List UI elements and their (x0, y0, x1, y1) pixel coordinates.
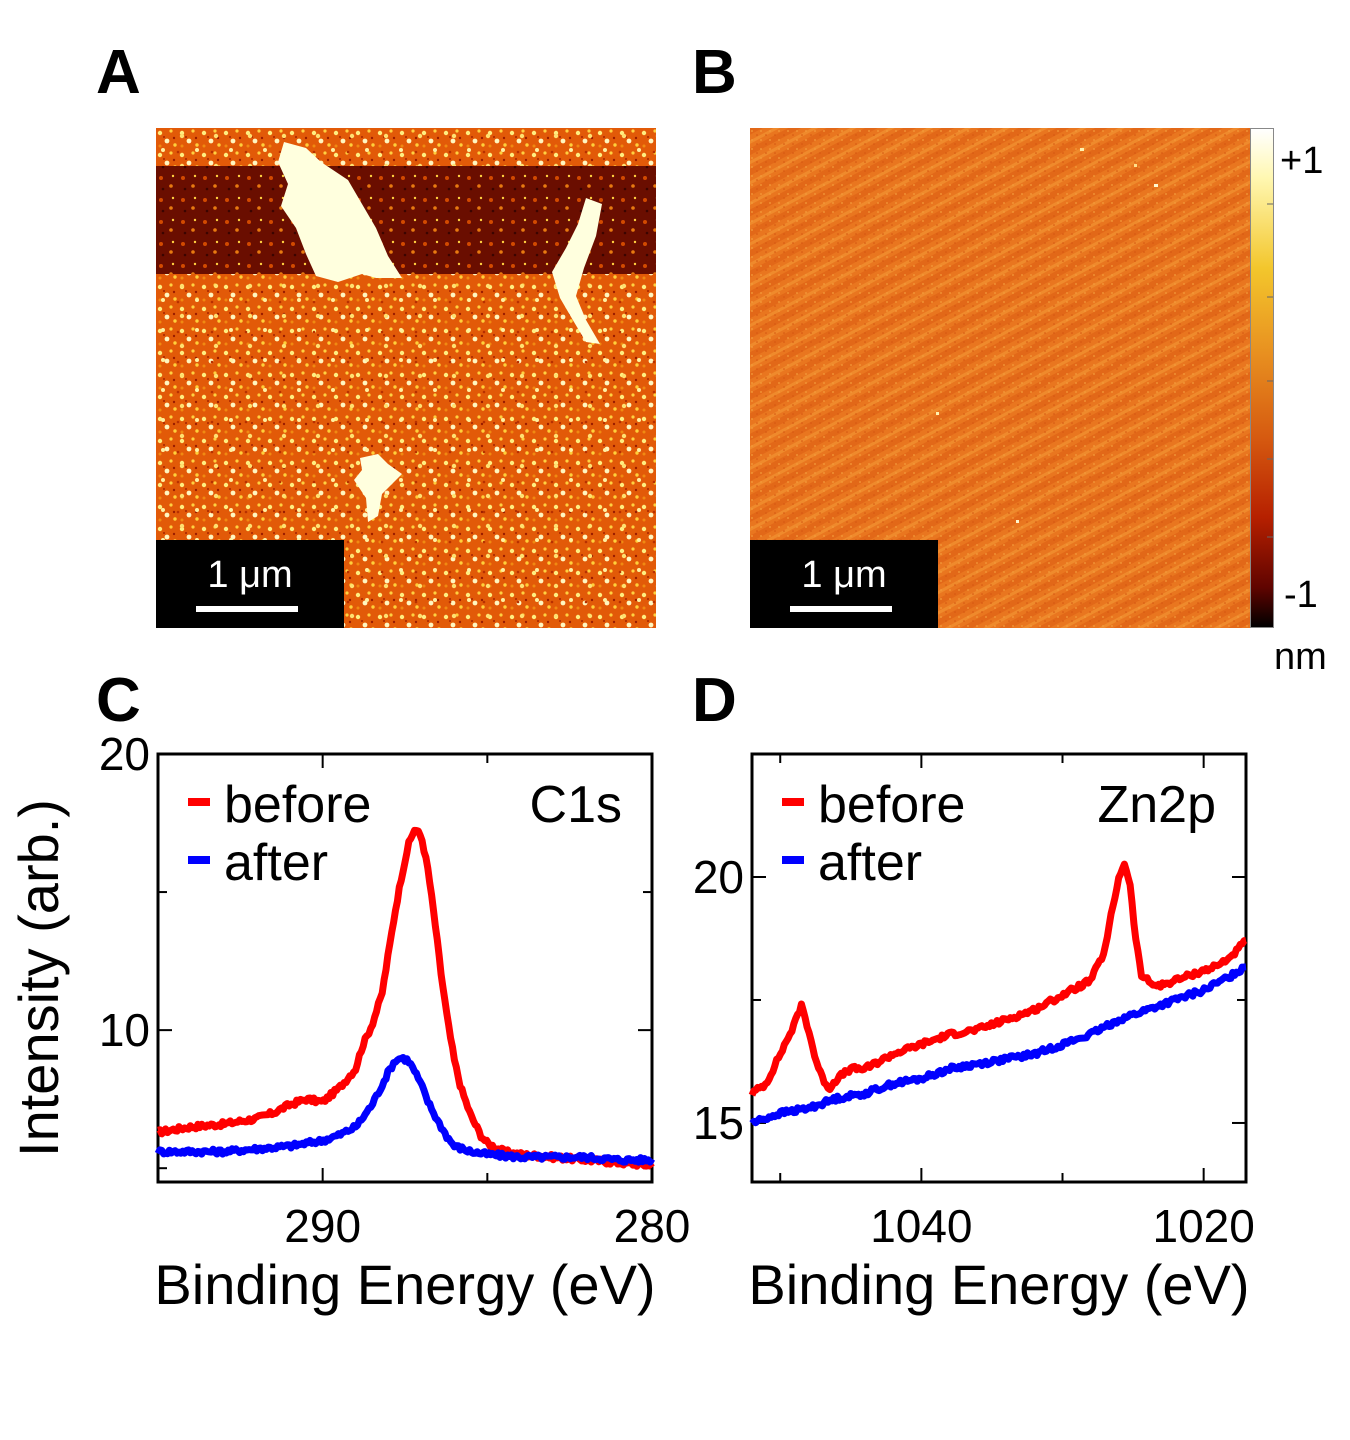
colorbar-max-label: +1 (1280, 140, 1324, 182)
chart-d-series-before (748, 860, 1248, 1097)
chart-c-legend-label-after: after (224, 834, 328, 892)
chart-d-legend-swatch-after (782, 856, 804, 864)
chart-c-frame (156, 752, 654, 1184)
chart-c-annotation: C1s (530, 776, 622, 834)
scale-bar-b-label: 1 μm (801, 554, 887, 596)
chart-c-xlabel: Binding Energy (eV) (154, 1253, 655, 1316)
chart-d-legend-swatch-before (782, 798, 804, 806)
chart-c-ytick-label: 20 (99, 728, 150, 780)
scale-bar-b-line (790, 606, 892, 612)
chart-c-legend-swatch-before (188, 798, 210, 806)
afm-image-b: 1 μm (750, 128, 1250, 628)
chart-d-xtick-label: 1040 (870, 1200, 972, 1252)
scale-bar-a-line (196, 606, 298, 612)
chart-d-series-after (749, 963, 1248, 1127)
chart-c-ytick-label: 10 (99, 1004, 150, 1056)
scale-bar-b: 1 μm (750, 540, 938, 628)
chart-c-series-after (154, 1054, 656, 1166)
panel-label-c: C (96, 666, 141, 735)
scale-bar-a-label: 1 μm (207, 554, 293, 596)
chart-d-annotation: Zn2p (1097, 776, 1216, 834)
chart-d-legend-label-after: after (818, 834, 922, 892)
chart-c-legend-label-before: before (224, 776, 371, 834)
afm-image-a: 1 μm (156, 128, 656, 628)
chart-c-legend-swatch-after (188, 856, 210, 864)
chart-d-ytick-label: 15 (693, 1097, 744, 1149)
scale-bar-a: 1 μm (156, 540, 344, 628)
colorbar-ticks (1267, 203, 1273, 538)
chart-c-xtick-label: 280 (614, 1200, 691, 1252)
chart-d-legend-label-before: before (818, 776, 965, 834)
chart-d-ytick-label: 20 (693, 851, 744, 903)
chart-c-ylabel: Intensity (arb.) (7, 799, 70, 1157)
colorbar-unit-label: nm (1274, 636, 1327, 678)
colorbar (1250, 128, 1274, 628)
panel-label-a: A (96, 38, 141, 107)
colorbar-min-label: -1 (1284, 574, 1318, 616)
panel-label-d: D (692, 666, 737, 735)
chart-d-xlabel: Binding Energy (eV) (748, 1253, 1249, 1316)
chart-d-xtick-label: 1020 (1152, 1200, 1254, 1252)
panel-label-b: B (692, 38, 737, 107)
chart-c-xtick-label: 290 (284, 1200, 361, 1252)
